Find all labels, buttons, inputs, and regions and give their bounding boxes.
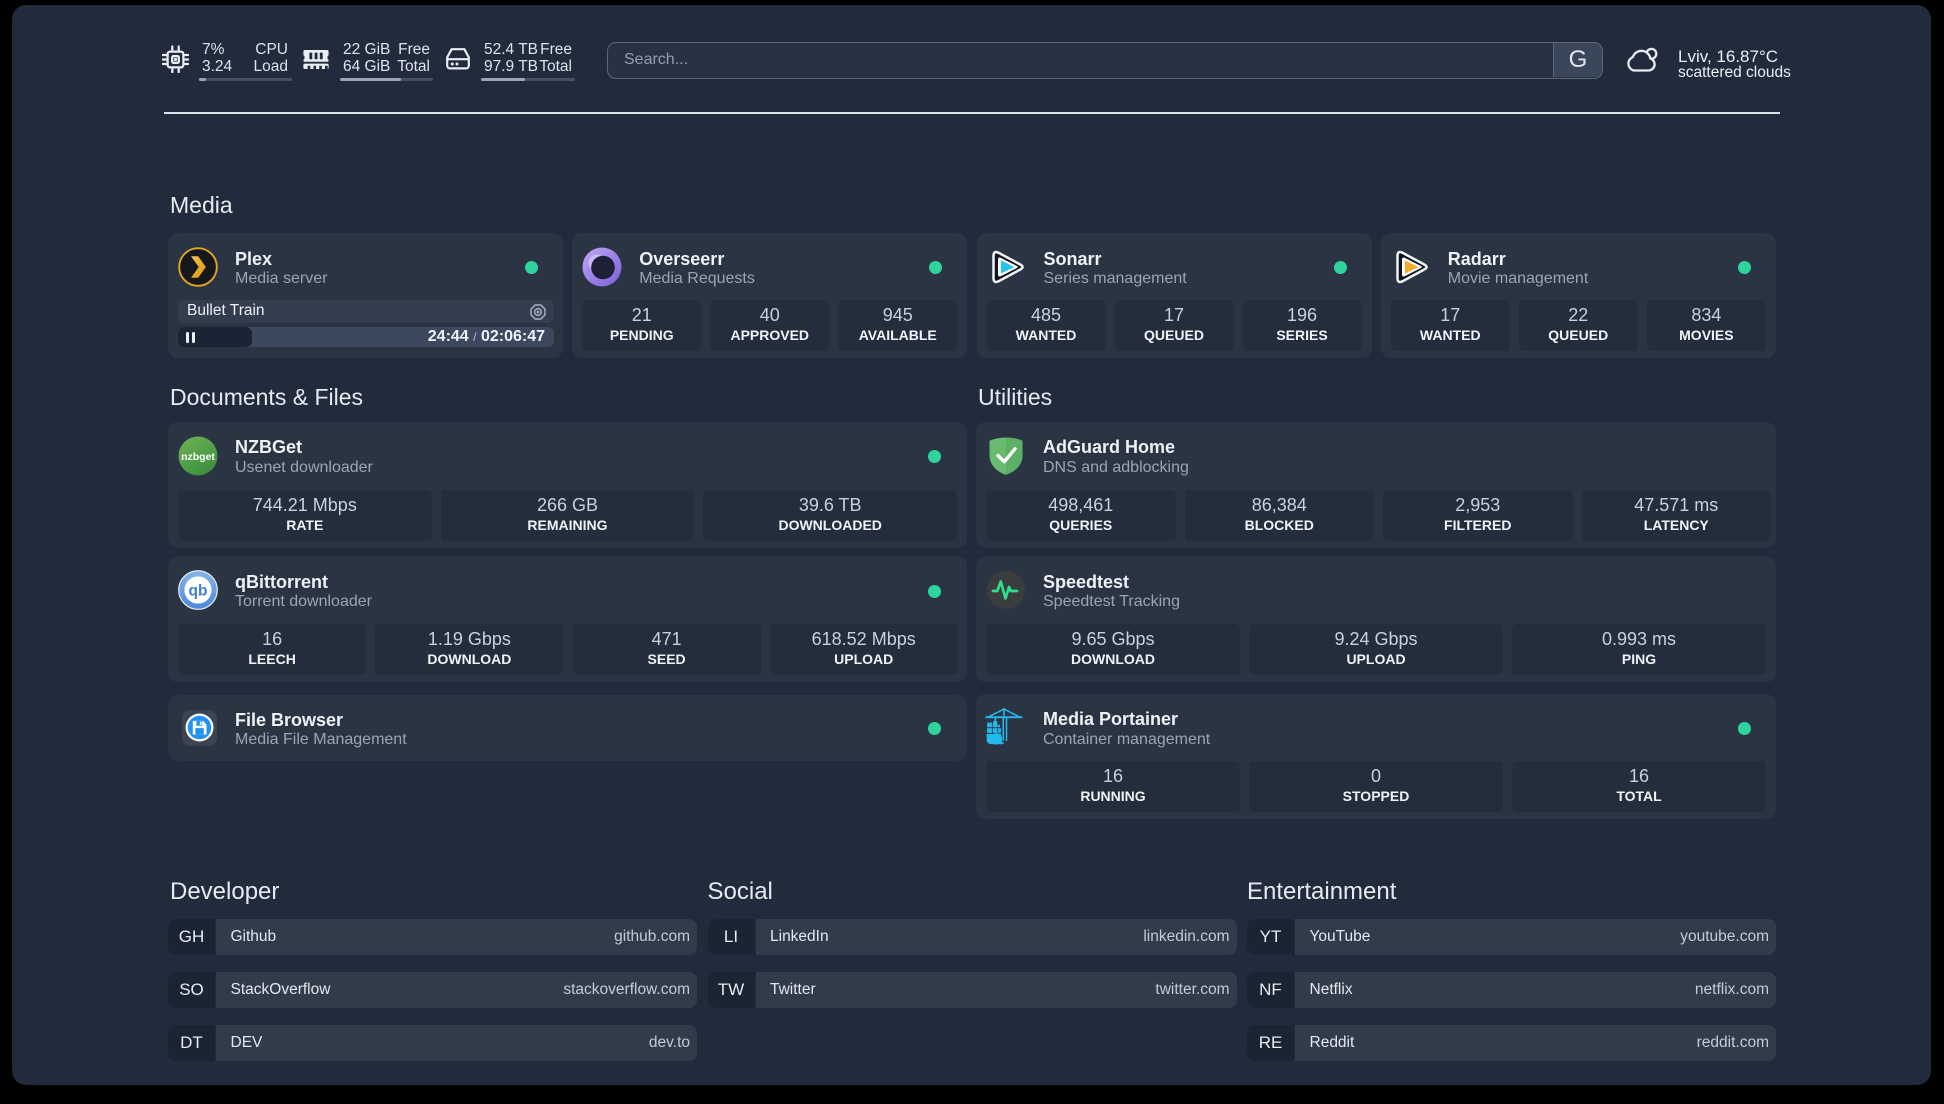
svg-text:nzbget: nzbget [181,451,215,463]
svg-text:qb: qb [189,583,208,600]
